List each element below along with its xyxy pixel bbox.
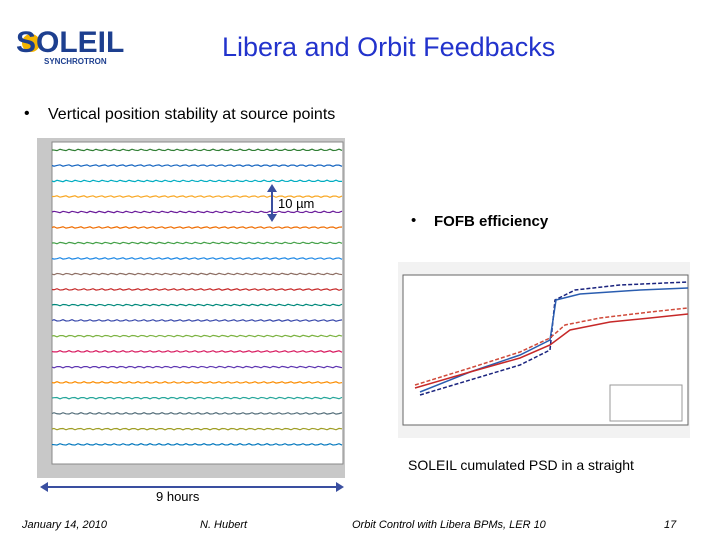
trace [51, 210, 343, 214]
caption: SOLEIL cumulated PSD in a straight [408, 457, 634, 473]
scale-note: 10 µm [278, 196, 315, 211]
bullet-text: Vertical position stability at source po… [48, 106, 336, 123]
bullet: • [24, 105, 30, 122]
trace [51, 148, 343, 152]
trace [51, 241, 343, 245]
psd-curve [414, 313, 689, 389]
trace [51, 164, 343, 167]
logo-name: SOLEIL [16, 26, 125, 59]
footer-event: Orbit Control with Libera BPMs, LER 10 [352, 519, 546, 531]
trace [51, 427, 343, 431]
arrow-head [40, 482, 48, 492]
trace [51, 319, 343, 322]
trace [51, 195, 343, 198]
trace [51, 303, 343, 307]
arrow-head [336, 482, 344, 492]
arrow-head [267, 184, 277, 192]
footer-date: January 14, 2010 [22, 519, 108, 531]
bullet-text: FOFB efficiency [434, 213, 549, 230]
trace [51, 350, 343, 353]
trace [51, 179, 343, 183]
trace [51, 334, 343, 338]
trace [51, 272, 343, 276]
trace [51, 396, 343, 400]
footer-author: N. Hubert [200, 519, 248, 531]
logo-sub: SYNCHROTRON [44, 57, 107, 66]
trace [51, 257, 343, 260]
duration-note: 9 hours [156, 489, 200, 504]
trace [51, 412, 343, 415]
arrow-head [267, 214, 277, 222]
footer-page: 17 [664, 519, 677, 531]
logo-sun [22, 34, 40, 52]
trace [51, 226, 343, 229]
bullet: • [411, 212, 417, 229]
trace [51, 381, 343, 384]
right-plot-legend [609, 384, 683, 422]
trace [51, 443, 343, 446]
left-plot-area [51, 141, 344, 465]
slide-title: Libera and Orbit Feedbacks [222, 32, 556, 62]
trace [51, 288, 343, 291]
left-plot-traces [51, 148, 343, 446]
psd-curve [414, 307, 689, 386]
trace [51, 365, 343, 369]
